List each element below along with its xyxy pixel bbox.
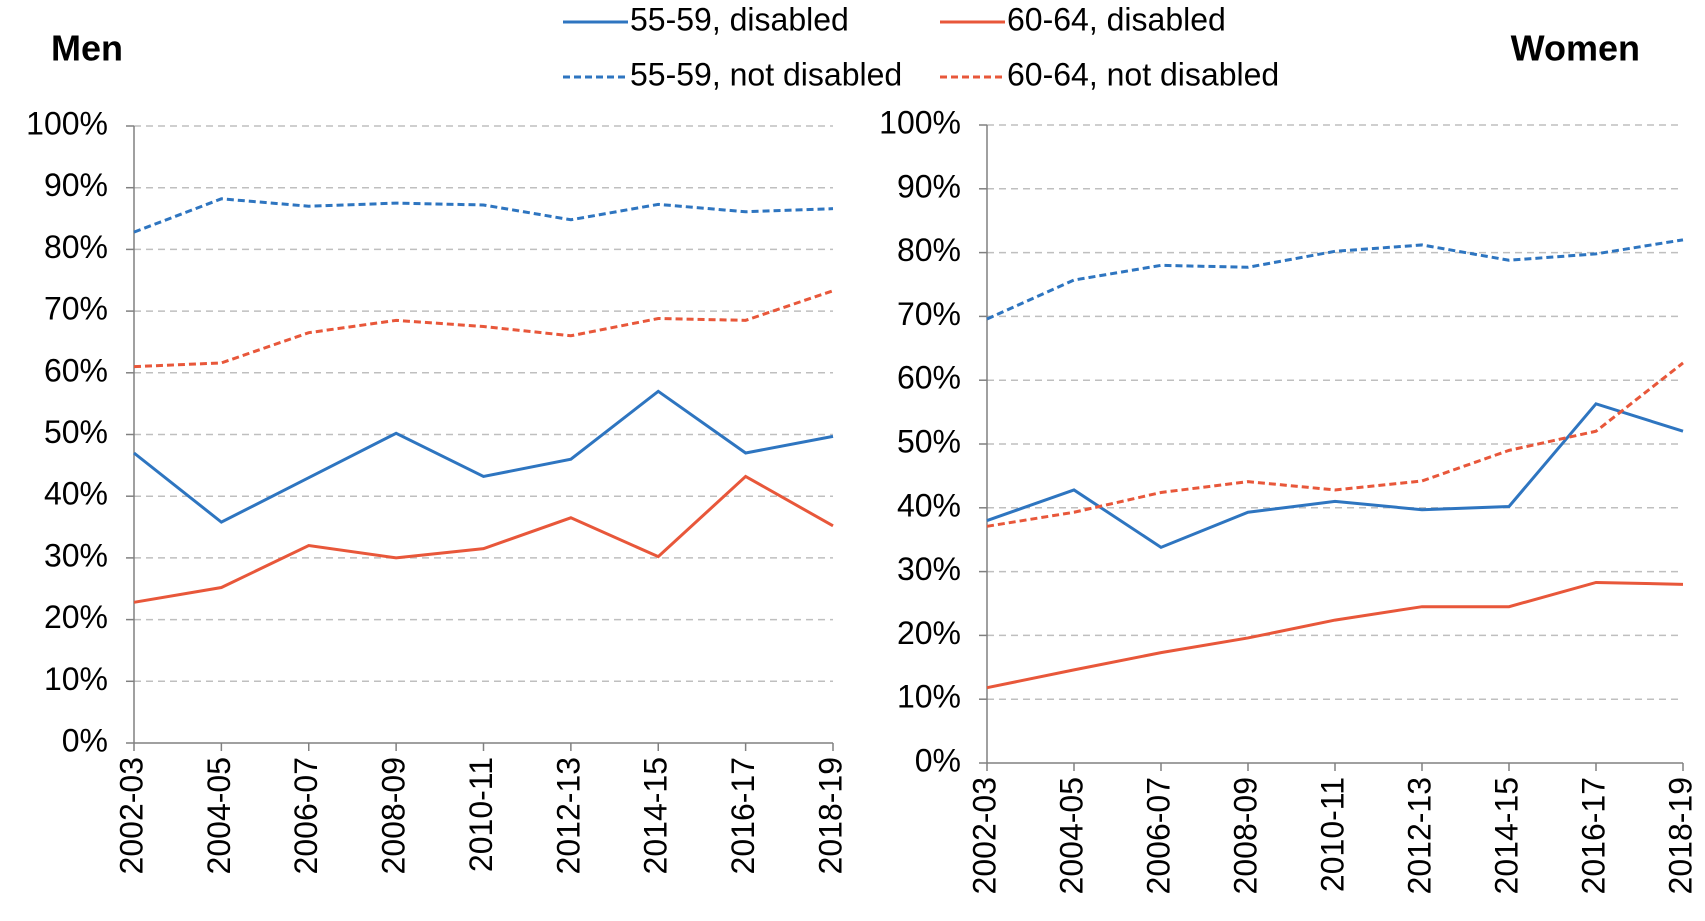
y-tick-label: 0% <box>62 722 108 758</box>
x-tick-label: 2016-17 <box>725 757 761 874</box>
y-tick-label: 30% <box>897 551 961 587</box>
series-line <box>133 389 834 524</box>
y-tick-label: 80% <box>897 232 961 268</box>
y-tick-label: 0% <box>915 742 961 778</box>
series-line <box>133 197 834 234</box>
y-tick-label: 30% <box>44 537 108 573</box>
y-tick-label: 20% <box>44 599 108 635</box>
x-tick-label: 2012-13 <box>550 757 586 874</box>
x-tick-label: 2018-19 <box>812 757 848 874</box>
x-tick-label: 2008-09 <box>1227 777 1263 894</box>
x-tick-label: 2014-15 <box>1488 777 1524 894</box>
y-tick-label: 40% <box>44 476 108 512</box>
x-tick-label: 2008-09 <box>376 757 412 874</box>
x-tick-label: 2012-13 <box>1401 777 1437 894</box>
x-tick-label: 2006-07 <box>1140 777 1176 894</box>
x-tick-label: 2010-11 <box>463 757 499 872</box>
y-tick-label: 70% <box>44 291 108 327</box>
y-tick-label: 50% <box>897 423 961 459</box>
x-tick-label: 2002-03 <box>113 757 149 874</box>
y-tick-label: 70% <box>897 296 961 332</box>
x-tick-label: 2006-07 <box>288 757 324 874</box>
y-tick-label: 60% <box>44 352 108 388</box>
y-tick-label: 20% <box>897 615 961 651</box>
x-tick-label: 2014-15 <box>638 757 674 874</box>
y-tick-label: 100% <box>26 105 108 141</box>
legend-label: 55-59, not disabled <box>630 56 902 92</box>
y-tick-label: 80% <box>44 229 108 265</box>
chart-title: Women <box>1511 28 1640 69</box>
y-tick-label: 50% <box>44 414 108 450</box>
series-line <box>986 402 1684 550</box>
y-tick-label: 10% <box>897 679 961 715</box>
legend-label: 60-64, disabled <box>1007 1 1226 37</box>
chart-title: Men <box>51 28 123 69</box>
y-tick-label: 90% <box>897 168 961 204</box>
y-tick-label: 10% <box>44 661 108 697</box>
y-tick-label: 100% <box>879 104 961 140</box>
y-tick-label: 40% <box>897 487 961 523</box>
legend-label: 60-64, not disabled <box>1007 56 1279 92</box>
y-tick-label: 90% <box>44 167 108 203</box>
series-line <box>133 289 834 369</box>
x-tick-label: 2002-03 <box>966 777 1002 894</box>
x-tick-label: 2004-05 <box>1053 777 1089 894</box>
x-tick-label: 2010-11 <box>1314 777 1350 892</box>
x-tick-label: 2016-17 <box>1575 777 1611 894</box>
y-tick-label: 60% <box>897 360 961 396</box>
series-line <box>133 474 834 604</box>
series-line <box>986 238 1684 321</box>
series-line <box>986 361 1684 528</box>
series-line <box>986 580 1684 690</box>
x-tick-label: 2004-05 <box>201 757 237 874</box>
x-tick-label: 2018-19 <box>1662 777 1698 894</box>
legend-label: 55-59, disabled <box>630 1 849 37</box>
